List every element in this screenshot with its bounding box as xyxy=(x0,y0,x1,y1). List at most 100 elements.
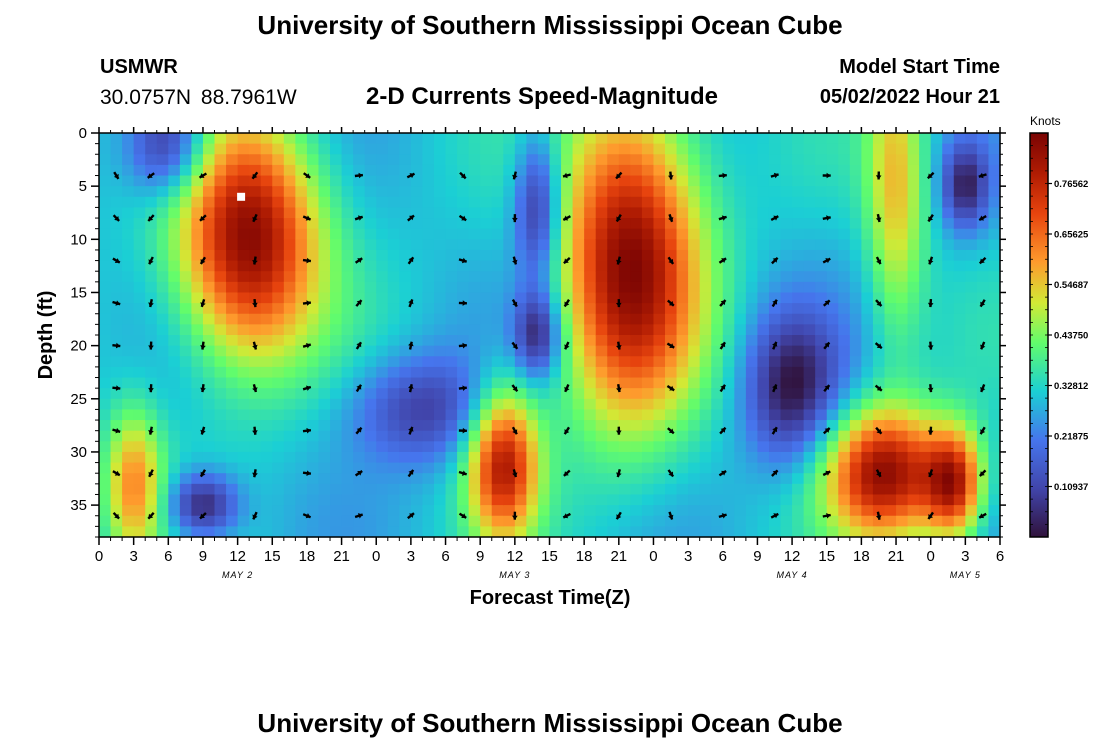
heatmap-cell xyxy=(734,462,747,474)
heatmap-cell xyxy=(110,335,123,347)
heatmap-cell xyxy=(942,515,955,527)
current-vector xyxy=(718,469,727,477)
heatmap-cell xyxy=(387,260,400,272)
heatmap-cell xyxy=(849,303,862,315)
heatmap-cell xyxy=(549,377,562,389)
heatmap-cell xyxy=(988,303,1001,315)
heatmap-cell xyxy=(202,154,216,166)
heatmap-cell xyxy=(930,420,943,432)
heatmap-cell xyxy=(537,398,551,411)
heatmap-cell xyxy=(168,303,181,315)
heatmap-cell xyxy=(99,154,112,166)
heatmap-cell xyxy=(145,186,158,198)
heatmap-cell xyxy=(237,398,250,411)
vector-head xyxy=(772,299,778,305)
heatmap-cell xyxy=(445,473,458,485)
heatmap-cell xyxy=(919,335,932,347)
heatmap-cell xyxy=(872,186,886,198)
heatmap-cell xyxy=(826,430,839,442)
heatmap-cell xyxy=(318,345,331,357)
current-vector xyxy=(772,341,778,350)
heatmap-cell xyxy=(988,398,1001,411)
heatmap-cell xyxy=(780,281,793,294)
vector-head xyxy=(979,258,985,264)
heatmap-cell xyxy=(665,505,678,517)
heatmap-cell xyxy=(699,292,712,304)
heatmap-cell xyxy=(387,473,400,485)
heatmap-cell xyxy=(815,186,828,198)
heatmap-cell xyxy=(572,239,585,251)
vector-head xyxy=(772,470,778,476)
heatmap-cell xyxy=(283,143,296,155)
heatmap-cell xyxy=(549,186,562,198)
heatmap-cell xyxy=(491,133,504,145)
heatmap-cell xyxy=(445,377,458,389)
heatmap-cell xyxy=(757,515,770,527)
heatmap-cell xyxy=(202,377,216,389)
heatmap-cell xyxy=(133,451,146,464)
heatmap-cell xyxy=(572,218,585,230)
heatmap-cell xyxy=(919,281,932,294)
heatmap-cell xyxy=(815,303,828,315)
heatmap-cell xyxy=(330,356,343,368)
heatmap-cell xyxy=(99,228,112,240)
heatmap-cell xyxy=(849,281,862,294)
vector-head xyxy=(114,470,120,476)
heatmap-cell xyxy=(480,303,493,315)
heatmap-cell xyxy=(202,462,216,474)
heatmap-cell xyxy=(376,218,389,230)
heatmap-cell xyxy=(653,249,666,262)
heatmap-cell xyxy=(283,505,296,517)
heatmap-cell xyxy=(179,154,193,166)
heatmap-cell xyxy=(122,143,135,155)
heatmap-cell xyxy=(353,483,366,496)
heatmap-cell xyxy=(595,473,608,485)
heatmap-cell xyxy=(930,239,943,251)
heatmap-cell xyxy=(376,409,389,421)
heatmap-cell xyxy=(99,494,112,506)
heatmap-cell xyxy=(341,409,354,421)
heatmap-cell xyxy=(133,398,146,411)
heatmap-cell xyxy=(514,292,527,304)
heatmap-cell xyxy=(595,324,608,336)
heatmap-cell xyxy=(861,441,874,453)
heatmap-cell xyxy=(399,430,412,442)
heatmap-cell xyxy=(965,143,978,155)
heatmap-cell xyxy=(757,164,770,177)
heatmap-cell xyxy=(353,441,366,453)
heatmap-cell xyxy=(757,494,770,506)
heatmap-cell xyxy=(872,218,886,230)
heatmap-cell xyxy=(341,483,354,496)
heatmap-cell xyxy=(653,143,666,155)
heatmap-cell xyxy=(283,239,296,251)
heatmap-cell xyxy=(537,186,551,198)
heatmap-cell xyxy=(457,175,470,187)
heatmap-cell xyxy=(422,313,435,325)
heatmap-cell xyxy=(745,303,759,315)
current-vector xyxy=(771,299,778,308)
heatmap-cell xyxy=(399,324,412,336)
heatmap-cell xyxy=(665,133,678,145)
heatmap-cell xyxy=(988,133,1001,145)
heatmap-cell xyxy=(156,398,169,411)
vector-head xyxy=(512,515,518,520)
heatmap-cell xyxy=(665,420,678,432)
heatmap-cell xyxy=(376,207,389,219)
heatmap-cell xyxy=(549,196,562,209)
heatmap-cell xyxy=(503,196,516,209)
heatmap-cell xyxy=(676,441,689,453)
heatmap-cell xyxy=(676,175,689,187)
heatmap-cell xyxy=(364,473,377,485)
heatmap-cell xyxy=(491,526,504,538)
vector-head xyxy=(306,470,311,476)
heatmap-cell xyxy=(526,175,539,187)
heatmap-cell xyxy=(433,494,447,506)
heatmap-cell xyxy=(907,271,920,283)
heatmap-cell xyxy=(283,154,296,166)
heatmap-cell xyxy=(930,303,943,315)
heatmap-cell xyxy=(838,462,851,474)
heatmap-cell xyxy=(907,398,920,411)
heatmap-cell xyxy=(618,324,631,336)
heatmap-cell xyxy=(503,164,516,177)
heatmap-cell xyxy=(607,133,620,145)
